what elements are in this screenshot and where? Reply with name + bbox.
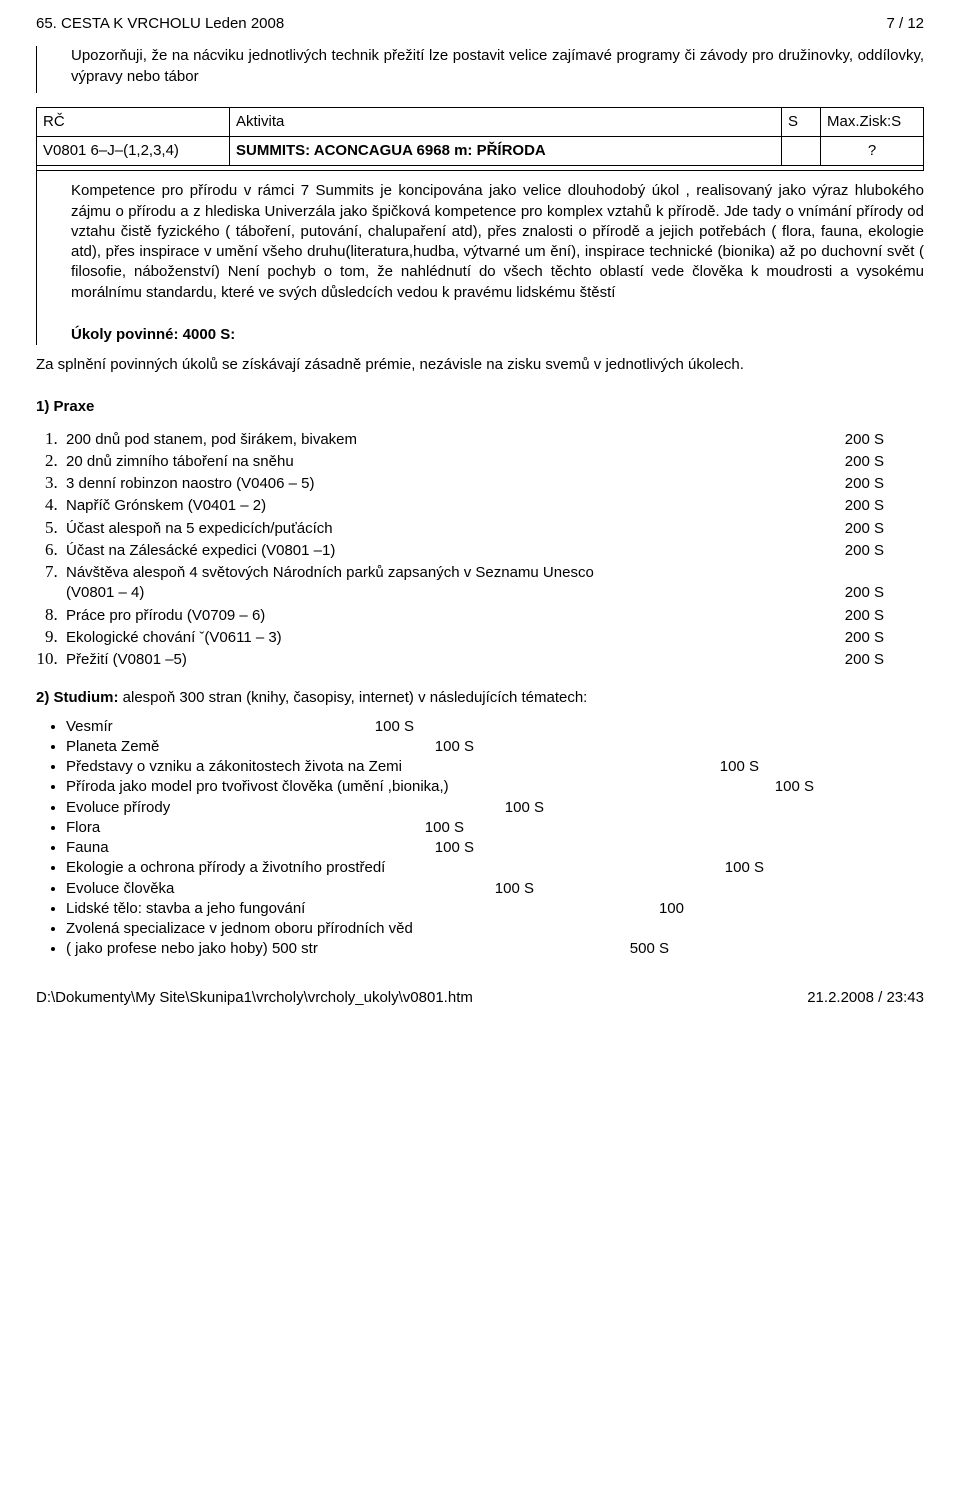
praxe-text: 20 dnů zimního táboření na sněhu [66, 452, 845, 472]
studium-item: Ekologie a ochrona přírody a životního p… [66, 858, 924, 878]
kompetence-text: Kompetence pro přírodu v rámci 7 Summits… [71, 181, 924, 303]
praxe-text: Napříč Grónskem (V0401 – 2) [66, 496, 845, 516]
studium-points: 100 S [725, 858, 924, 878]
rc-table: RČ Aktivita S Max.Zisk:S V0801 6–J–(1,2,… [36, 107, 924, 172]
studium-text: ( jako profese nebo jako hoby) 500 str [66, 939, 630, 959]
praxe-item: 3 denní robinzon naostro (V0406 – 5)200 … [62, 472, 924, 494]
footer-right: 21.2.2008 / 23:43 [807, 988, 924, 1008]
studium-item: Příroda jako model pro tvořivost člověka… [66, 777, 924, 797]
studium-text: Příroda jako model pro tvořivost člověka… [66, 777, 775, 797]
praxe-item: Napříč Grónskem (V0401 – 2)200 S [62, 494, 924, 516]
studium-points: 100 S [495, 879, 924, 899]
praxe-points: 200 S [845, 430, 924, 450]
praxe-points: 200 S [845, 541, 924, 561]
praxe-item: Návštěva alespoň 4 světových Národních p… [62, 561, 924, 604]
studium-text: Ekologie a ochrona přírody a životního p… [66, 858, 725, 878]
th-zisk: Max.Zisk:S [821, 107, 924, 136]
ukoly-heading: Úkoly povinné: 4000 S: [71, 325, 924, 345]
praxe-list: 200 dnů pod stanem, pod širákem, bivakem… [62, 428, 924, 671]
praxe-item: Práce pro přírodu (V0709 – 6)200 S [62, 604, 924, 626]
page-footer: D:\Dokumenty\My Site\Skunipa1\vrcholy\vr… [36, 988, 924, 1008]
studium-heading: 2) Studium: [36, 689, 119, 706]
footer-left: D:\Dokumenty\My Site\Skunipa1\vrcholy\vr… [36, 988, 473, 1008]
studium-item: Evoluce člověka100 S [66, 879, 924, 899]
studium-points: 100 S [435, 838, 924, 858]
studium-points: 100 S [375, 717, 924, 737]
intro-note: Upozorňuji, že na nácviku jednotlivých t… [71, 46, 924, 87]
td-act: SUMMITS: ACONCAGUA 6968 m: PŘÍRODA [230, 137, 782, 166]
praxe-points: 200 S [845, 496, 924, 516]
studium-points: 100 [659, 899, 924, 919]
studium-points: 100 S [435, 737, 924, 757]
praxe-item: 20 dnů zimního táboření na sněhu200 S [62, 450, 924, 472]
praxe-points: 200 S [845, 474, 924, 494]
studium-item: Fauna100 S [66, 838, 924, 858]
praxe-item: Účast alespoň na 5 expedicích/puťácích20… [62, 517, 924, 539]
header-right: 7 / 12 [886, 14, 924, 34]
premie-text: Za splnění povinných úkolů se získávají … [36, 355, 924, 375]
studium-list: Vesmír100 SPlaneta Země100 SPředstavy o … [66, 717, 924, 960]
page-header: 65. CESTA K VRCHOLU Leden 2008 7 / 12 [36, 14, 924, 34]
praxe-points: 200 S [845, 452, 924, 472]
praxe-item: Ekologické chování ˇ(V0611 – 3)200 S [62, 626, 924, 648]
praxe-text: Návštěva alespoň 4 světových Národních p… [66, 564, 594, 581]
header-left: 65. CESTA K VRCHOLU Leden 2008 [36, 14, 284, 34]
studium-points: 500 S [630, 939, 924, 959]
praxe-points: 200 S [845, 606, 924, 626]
praxe-item: 200 dnů pod stanem, pod širákem, bivakem… [62, 428, 924, 450]
studium-item: Zvolená specializace v jednom oboru přír… [66, 919, 924, 939]
studium-item: Evoluce přírody100 S [66, 798, 924, 818]
praxe-points: 200 S [845, 628, 924, 648]
praxe-points: 200 S [845, 583, 924, 603]
studium-text: Vesmír [66, 717, 375, 737]
th-s: S [782, 107, 821, 136]
studium-text: Zvolená specializace v jednom oboru přír… [66, 919, 924, 939]
th-act: Aktivita [230, 107, 782, 136]
praxe-text: Přežití (V0801 –5) [66, 650, 845, 670]
td-rc: V0801 6–J–(1,2,3,4) [37, 137, 230, 166]
studium-intro: alespoň 300 stran (knihy, časopisy, inte… [119, 689, 588, 706]
studium-text: Lidské tělo: stavba a jeho fungování [66, 899, 659, 919]
studium-points: 100 S [775, 777, 924, 797]
studium-text: Fauna [66, 838, 435, 858]
praxe-text: Ekologické chování ˇ(V0611 – 3) [66, 628, 845, 648]
studium-item: ( jako profese nebo jako hoby) 500 str50… [66, 939, 924, 959]
studium-text: Flora [66, 818, 425, 838]
studium-points: 100 S [720, 757, 924, 777]
studium-heading-row: 2) Studium: alespoň 300 stran (knihy, ča… [36, 688, 924, 708]
praxe-item: Účast na Zálesácké expedici (V0801 –1)20… [62, 539, 924, 561]
studium-text: Planeta Země [66, 737, 435, 757]
studium-points: 100 S [505, 798, 924, 818]
studium-item: Vesmír100 S [66, 717, 924, 737]
praxe-text: Účast na Zálesácké expedici (V0801 –1) [66, 541, 845, 561]
td-s [782, 137, 821, 166]
studium-item: Představy o vzniku a zákonitostech život… [66, 757, 924, 777]
studium-points: 100 S [425, 818, 924, 838]
praxe-text: 3 denní robinzon naostro (V0406 – 5) [66, 474, 845, 494]
studium-item: Lidské tělo: stavba a jeho fungování100 [66, 899, 924, 919]
studium-text: Evoluce přírody [66, 798, 505, 818]
praxe-points: 200 S [845, 519, 924, 539]
praxe-heading: 1) Praxe [36, 397, 924, 417]
praxe-text: Účast alespoň na 5 expedicích/puťácích [66, 519, 845, 539]
studium-item: Planeta Země100 S [66, 737, 924, 757]
td-zisk: ? [821, 137, 924, 166]
studium-text: Představy o vzniku a zákonitostech život… [66, 757, 720, 777]
praxe-text: Práce pro přírodu (V0709 – 6) [66, 606, 845, 626]
praxe-text2: (V0801 – 4) [66, 583, 845, 603]
studium-item: Flora100 S [66, 818, 924, 838]
praxe-text: 200 dnů pod stanem, pod širákem, bivakem [66, 430, 845, 450]
th-rc: RČ [37, 107, 230, 136]
studium-text: Evoluce člověka [66, 879, 495, 899]
praxe-points: 200 S [845, 650, 924, 670]
praxe-item: Přežití (V0801 –5)200 S [62, 648, 924, 670]
